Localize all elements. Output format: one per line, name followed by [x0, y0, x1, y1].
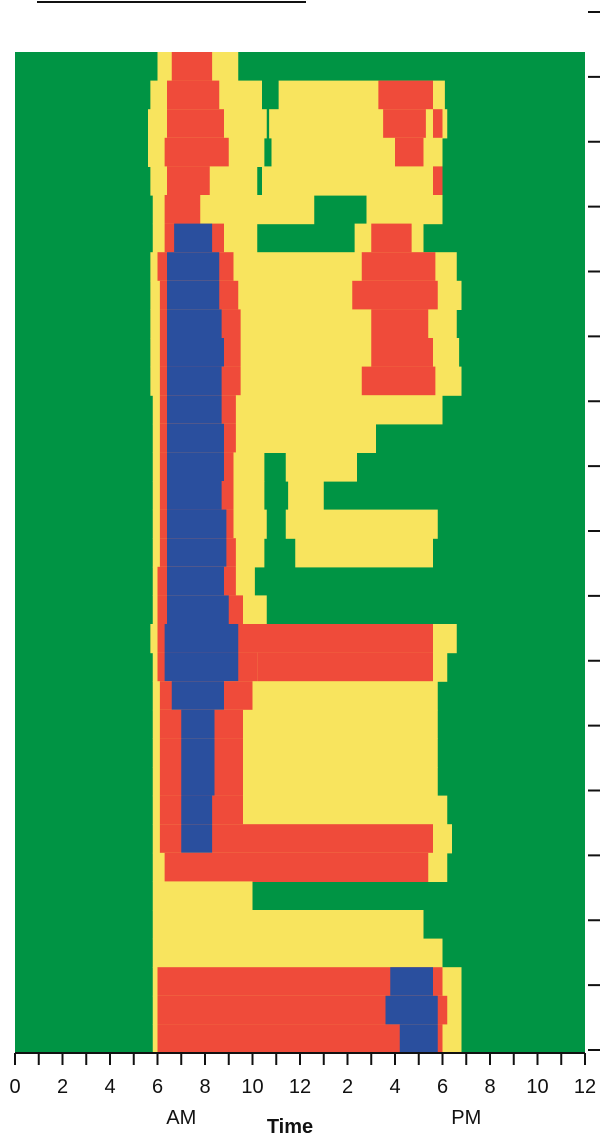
x-tick-label: 10	[526, 1076, 548, 1098]
x-tick-labels: 0 2 4 6 8 10 12 2 4 6 8 10 12	[9, 1076, 596, 1098]
heatmap-cell-row25-seg2	[181, 738, 215, 768]
heatmap-cell-row7-seg2	[174, 223, 213, 253]
x-tick-label: 6	[152, 1076, 163, 1098]
x-tick-label: 10	[241, 1076, 263, 1098]
heatmap-cell-row6-seg1	[164, 195, 201, 225]
x-tick-label: 2	[342, 1076, 353, 1098]
heatmap-cell-row22-seg2	[164, 652, 239, 682]
heatmap-cell-row20-seg2	[167, 595, 229, 625]
heatmap-cell-row29-seg1	[164, 852, 429, 882]
heatmap-cell-row28-seg2	[181, 824, 213, 854]
heatmap-cell-row26-seg2	[181, 767, 215, 797]
heatmap-cell-row6-seg2	[366, 195, 443, 225]
heatmap-cell-row10-seg2	[167, 309, 222, 339]
heatmap-cell-row15-seg2	[167, 452, 224, 482]
heatmap-cell-row8-seg3	[361, 252, 436, 282]
x-tick-label: 12	[574, 1076, 596, 1098]
heatmap-cell-row35-seg1	[157, 1024, 443, 1054]
heatmap-cell-row11-seg2	[167, 338, 224, 368]
x-tick-label: 6	[437, 1076, 448, 1098]
x-tick-label: 12	[289, 1076, 311, 1098]
heatmap-cell-row23-seg2	[171, 681, 224, 711]
heatmap-cell-row34-seg2	[385, 995, 438, 1025]
x-tick-label: 4	[389, 1076, 400, 1098]
heatmap-cell-row5-seg3	[433, 166, 443, 196]
x-tick-label: 2	[57, 1076, 68, 1098]
heatmap-cell-row11-seg3	[371, 338, 433, 368]
heatmap-cell-row8-seg2	[167, 252, 220, 282]
heatmap-cell-row3-seg3	[383, 109, 426, 139]
heatmap-cell-row18-seg2	[167, 538, 227, 568]
x-tick-label: 0	[9, 1076, 20, 1098]
heatmap-cell-row18-seg3	[295, 538, 433, 568]
heatmap-cell-row30-seg0	[152, 881, 253, 911]
heatmap-cell-row12-seg3	[361, 366, 436, 396]
heatmap-cell-row3-seg1	[167, 109, 224, 139]
heatmap-cell-row2-seg3	[378, 80, 433, 110]
x-tick-label: 8	[199, 1076, 210, 1098]
heatmap-cell-row13-seg2	[167, 395, 222, 425]
heatmap-cell-row2-seg1	[167, 80, 220, 110]
period-label-pm: PM	[451, 1107, 481, 1129]
heatmap-cell-row4-seg1	[164, 137, 229, 167]
heatmap-cell-row19-seg2	[167, 566, 224, 596]
x-tick-label: 8	[484, 1076, 495, 1098]
heatmap-cell-row22-seg3	[257, 652, 433, 682]
heatmap-cell-row21-seg2	[164, 624, 239, 654]
x-axis	[14, 1052, 586, 1065]
heatmap-cell-row16-seg2	[167, 481, 222, 511]
heatmap-cell-row17-seg2	[167, 509, 227, 539]
heatmap-cell-row16-seg3	[288, 481, 324, 511]
heatmap-cell-row9-seg2	[167, 280, 220, 310]
heatmap-cell-row3-seg4	[433, 109, 443, 139]
heatmap-cell-row7-seg4	[371, 223, 412, 253]
heatmap-cell-row14-seg2	[167, 423, 224, 453]
period-label-am: AM	[166, 1107, 196, 1129]
heatmap-cell-row12-seg2	[167, 366, 222, 396]
plot-area	[15, 52, 585, 1054]
heatmap-cell-row24-seg2	[181, 709, 215, 739]
heatmap-cell-row31-seg1	[252, 910, 424, 940]
heatmap-cell-row35-seg2	[399, 1024, 438, 1054]
period-labels: AM PM	[166, 1107, 481, 1129]
heatmap-cell-row10-seg3	[371, 309, 429, 339]
heatmap-cell-row32-seg0	[152, 938, 443, 968]
heatmap-cell-row9-seg3	[352, 280, 438, 310]
heatmap-cell-row4-seg3	[395, 137, 424, 167]
heatmap-cell-row31-seg0	[152, 910, 253, 940]
heatmap-cell-row1-seg1	[171, 52, 213, 82]
heatmap-cell-row5-seg1	[167, 166, 210, 196]
x-axis-title: Time	[267, 1116, 313, 1138]
heatmap-cell-row33-seg2	[390, 967, 433, 997]
right-tick-axis	[588, 11, 600, 1051]
heatmap-cell-row5-seg2	[262, 166, 443, 196]
heatmap-cell-row27-seg2	[181, 795, 213, 825]
heatmap-cell-row17-seg3	[285, 509, 438, 539]
heatmap-cell-row15-seg3	[285, 452, 357, 482]
heatmap-cell-row21-seg3	[252, 624, 433, 654]
x-tick-label: 4	[104, 1076, 115, 1098]
